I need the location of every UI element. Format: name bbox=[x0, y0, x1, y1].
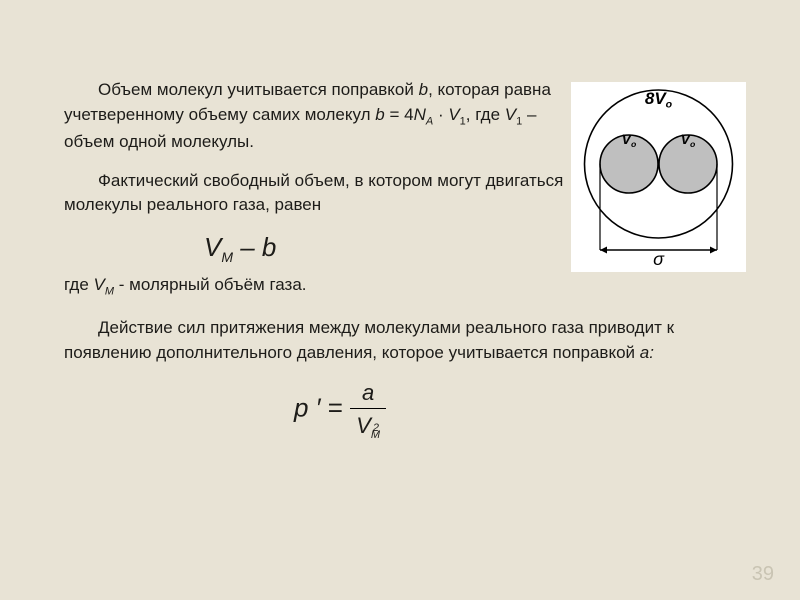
paragraph-2: Фактический свободный объем, в котором м… bbox=[64, 169, 564, 218]
eq2-denominator: V2M bbox=[350, 409, 386, 439]
slide-body: Объем молекул учитывается поправкой b, к… bbox=[0, 0, 800, 600]
equation-2-wrap: p ′ = a V2M bbox=[294, 380, 736, 439]
p1-text-a: Объем молекул учитывается поправкой bbox=[98, 80, 419, 99]
eq2-den-sub: 2M bbox=[371, 427, 380, 438]
p1-text-d: , где bbox=[466, 105, 505, 124]
eq2-fraction: a V2M bbox=[350, 380, 386, 439]
paragraph-3: где VM - молярный объём газа. bbox=[64, 273, 736, 300]
paragraph-1: Объем молекул учитывается поправкой b, к… bbox=[64, 78, 564, 155]
p3-vm-sub: M bbox=[105, 285, 114, 297]
p1-eq-v: V bbox=[448, 105, 459, 124]
p1-eq-na: N bbox=[414, 105, 426, 124]
p3-a: где bbox=[64, 275, 94, 294]
paragraph-4: Действие сил притяжения между молекулами… bbox=[64, 316, 736, 365]
page-number: 39 bbox=[752, 563, 774, 586]
eq2-den-m: M bbox=[371, 432, 380, 439]
p1-eq-dot: · bbox=[433, 105, 448, 124]
p3-vm: V bbox=[94, 275, 105, 294]
eq2-eq: = bbox=[321, 392, 351, 422]
paragraph-1-wrap: Объем молекул учитывается поправкой b, к… bbox=[64, 78, 564, 155]
eq2-numerator: a bbox=[350, 380, 386, 409]
eq1-rest: – b bbox=[233, 232, 276, 262]
p1-var-b: b bbox=[419, 80, 428, 99]
p1-eq-eq: = 4 bbox=[385, 105, 414, 124]
eq1-sub: M bbox=[221, 249, 233, 265]
eq2-lhs: p ′ bbox=[294, 392, 321, 422]
svg-text:σ: σ bbox=[653, 249, 665, 269]
molecule-diagram: 8VoVoVoσ bbox=[571, 82, 746, 272]
equation-2: p ′ = a V2M bbox=[294, 380, 736, 439]
p4-var: a: bbox=[640, 343, 654, 362]
p1-eq-lhs: b bbox=[375, 105, 384, 124]
eq2-den-v: V bbox=[356, 413, 371, 438]
p4-a: Действие сил притяжения между молекулами… bbox=[64, 318, 674, 362]
eq1-v: V bbox=[204, 232, 221, 262]
diagram-svg: 8VoVoVoσ bbox=[571, 82, 746, 272]
paragraph-2-wrap: Фактический свободный объем, в котором м… bbox=[64, 169, 564, 218]
p3-b: - молярный объём газа. bbox=[114, 275, 306, 294]
p1-v1: V bbox=[505, 105, 516, 124]
